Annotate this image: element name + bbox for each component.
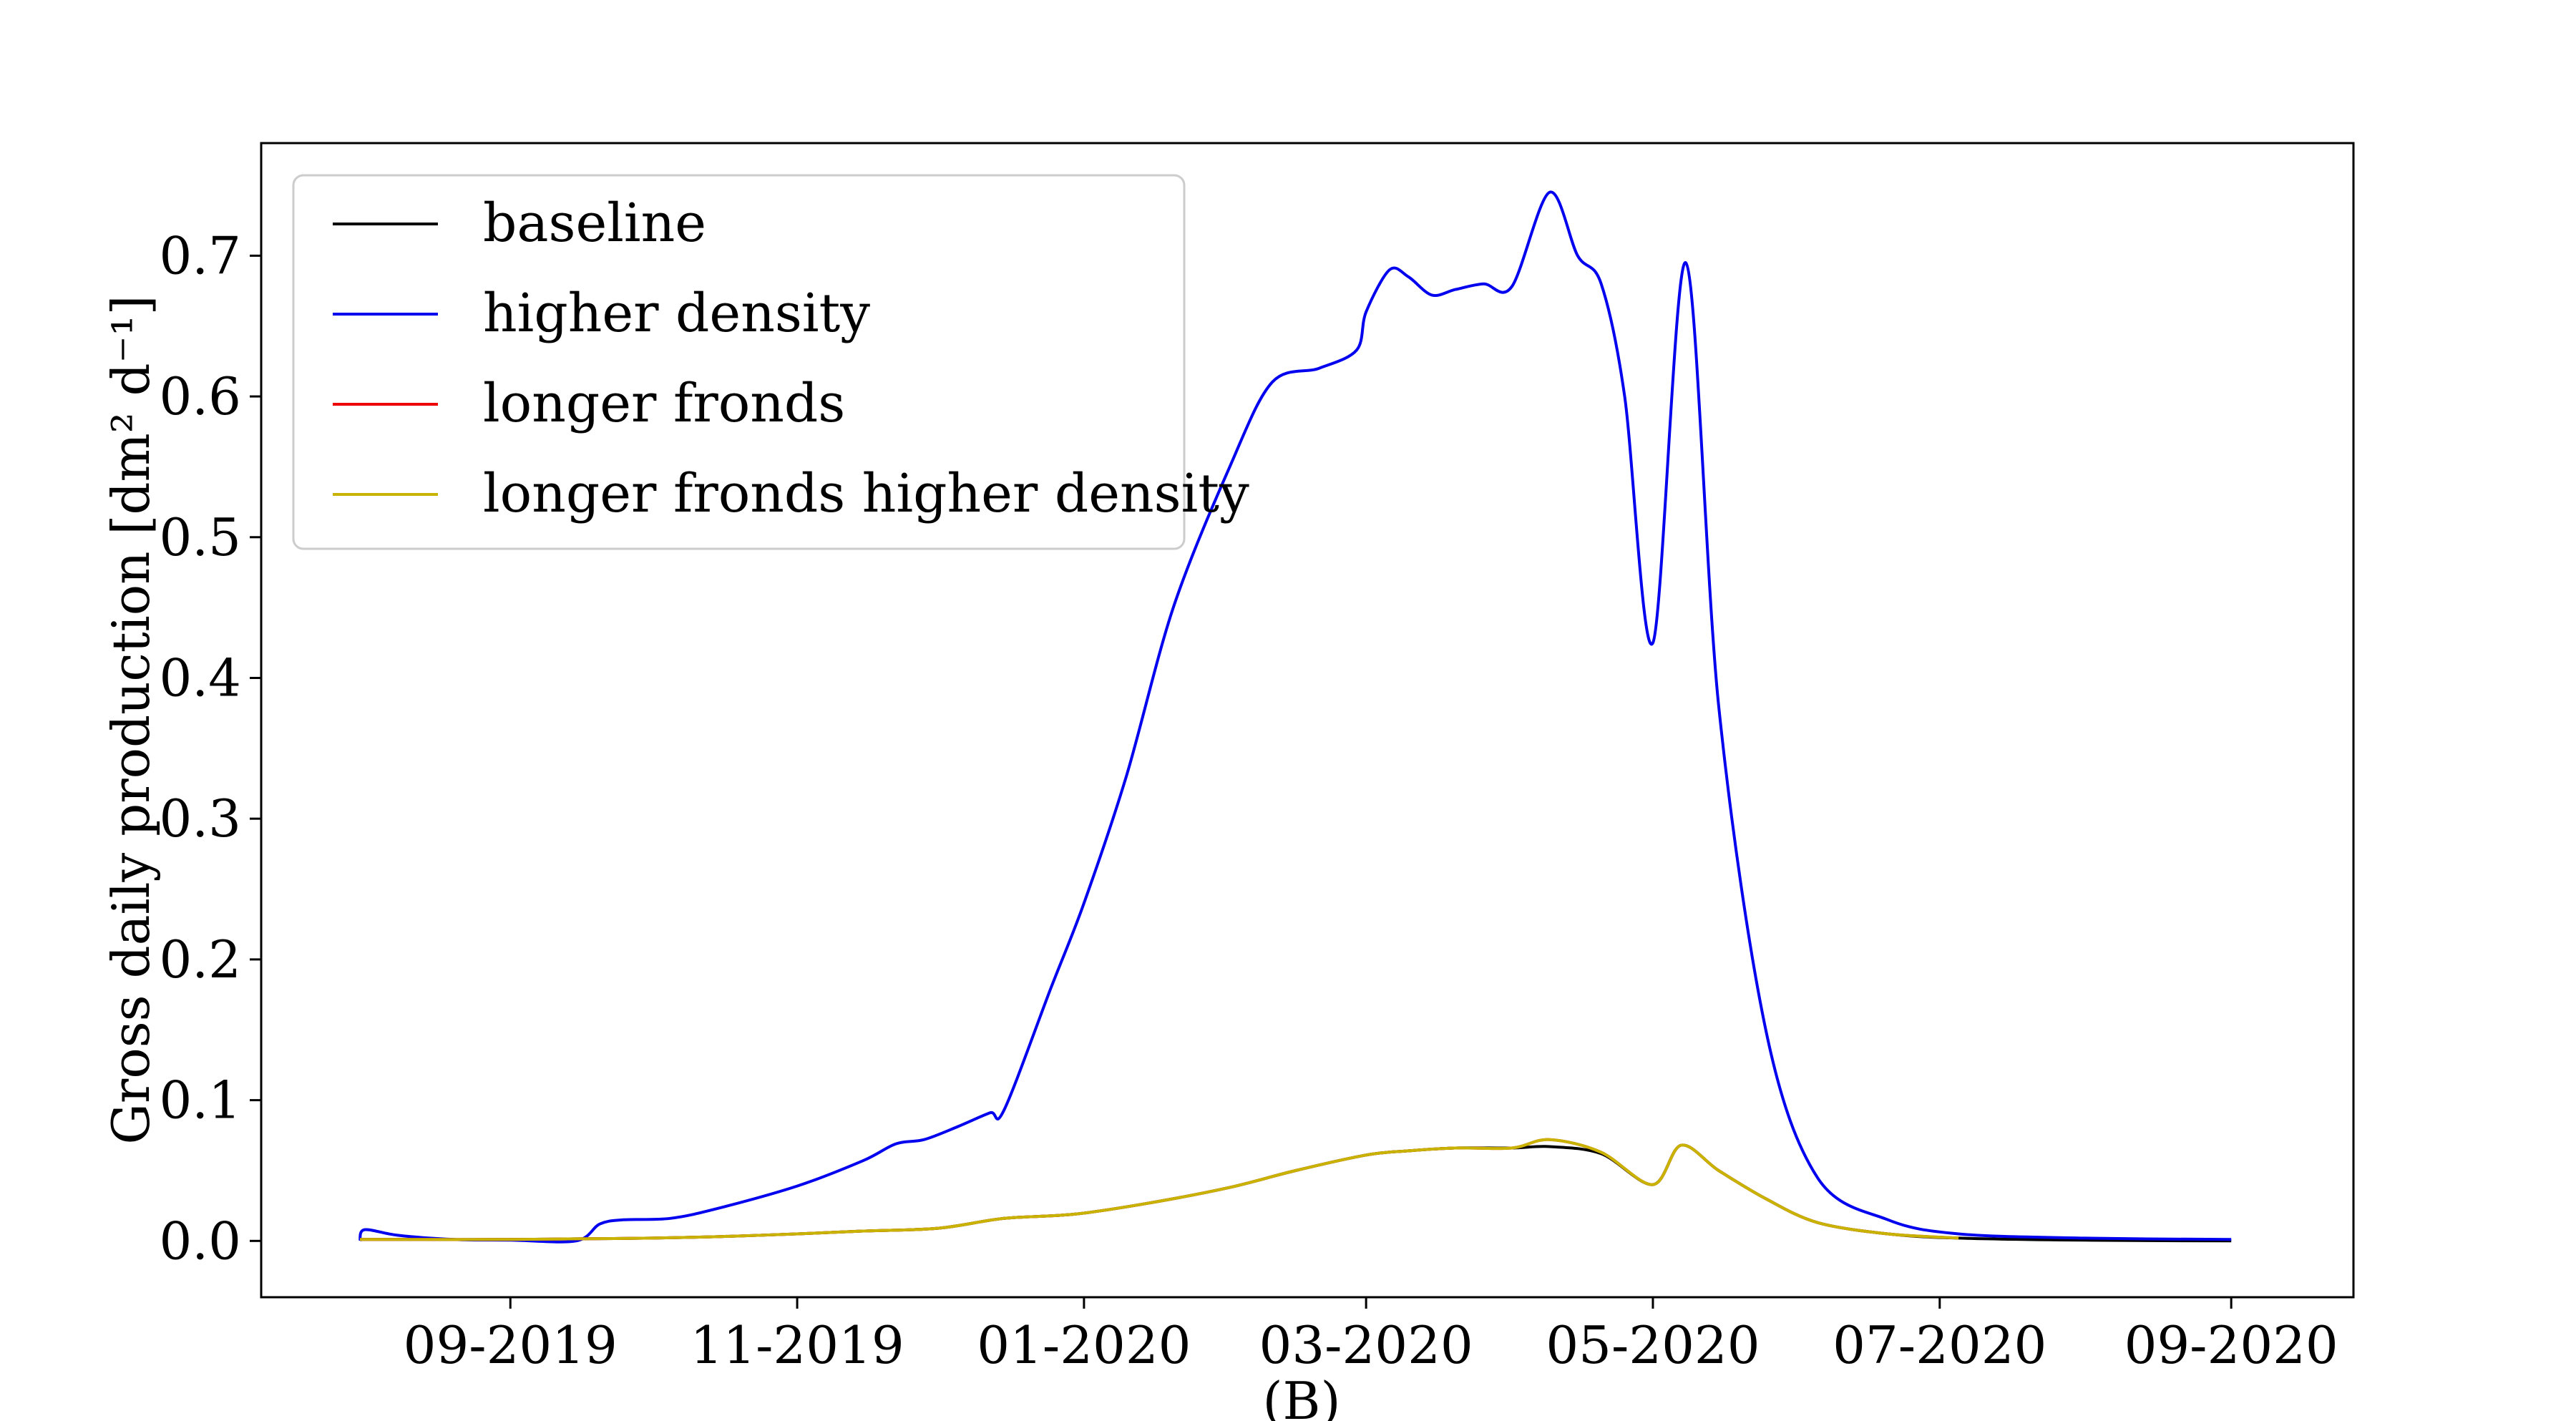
x-tick-label: 05-2020 <box>1546 1315 1760 1375</box>
x-tick-label: 11-2019 <box>690 1315 904 1375</box>
y-tick-label: 0.4 <box>159 648 241 708</box>
y-tick-label: 0.0 <box>159 1211 241 1271</box>
legend-box <box>292 174 1186 550</box>
axis-ticks: 09-2019 11-2019 01-2020 03-2020 05-2020 07-20… <box>159 225 2338 1375</box>
series-line-higher-density <box>358 190 2232 1244</box>
legend-label: higher density <box>483 283 870 344</box>
y-tick-label: 0.3 <box>159 788 241 849</box>
x-tick-label: 07-2020 <box>1833 1315 2046 1375</box>
legend-label: longer fronds higher density <box>483 463 1249 524</box>
y-tick-label: 0.2 <box>159 929 241 990</box>
series-lines <box>358 190 2232 1244</box>
x-tick-label: 09-2020 <box>2124 1315 2338 1375</box>
y-tick-label: 0.5 <box>159 507 241 567</box>
x-tick-label: 01-2020 <box>977 1315 1191 1375</box>
legend-label: baseline <box>483 192 706 254</box>
x-tick-label: 03-2020 <box>1259 1315 1473 1375</box>
series-line-longer-fronds-higher-density <box>360 1138 1959 1241</box>
y-tick-label: 0.1 <box>159 1070 241 1131</box>
y-tick-label: 0.6 <box>159 366 241 426</box>
x-axis-label: (B) <box>1262 1371 1340 1421</box>
legend-label: longer fronds <box>483 373 845 434</box>
x-tick-label: 09-2019 <box>404 1315 618 1375</box>
legend: baseline higher density longer fronds longe… <box>292 174 1249 550</box>
plot-area-frame <box>260 142 2355 1299</box>
y-tick-label: 0.7 <box>159 225 241 285</box>
y-axis-label: Gross daily production [dm² d⁻¹] <box>101 295 161 1144</box>
